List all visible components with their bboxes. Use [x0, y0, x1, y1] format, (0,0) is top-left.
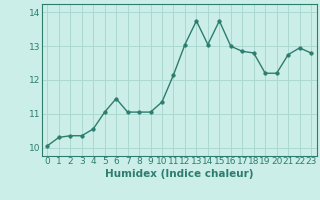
X-axis label: Humidex (Indice chaleur): Humidex (Indice chaleur): [105, 169, 253, 179]
